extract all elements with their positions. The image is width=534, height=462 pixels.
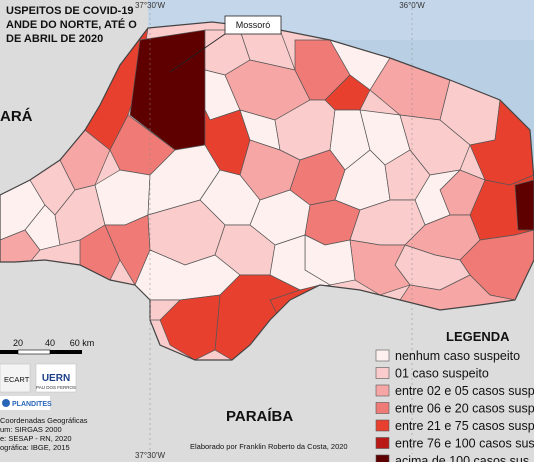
legend-swatch	[375, 437, 390, 449]
logo-uern-text: UERN	[42, 373, 70, 384]
title-line-2: ANDE DO NORTE, ATÉ O	[6, 18, 137, 31]
logo-plandites	[0, 396, 50, 410]
state-label-paraiba: PARAÍBA	[226, 408, 293, 425]
coord-label-left-bottom: 37°30'W	[135, 451, 166, 460]
municipality	[24, 204, 61, 251]
metadata-line: ográfica: IBGE, 2015	[0, 443, 70, 452]
title-line-3: DE ABRIL DE 2020	[6, 33, 103, 45]
title-line-1: USPEITOS DE COVID-19	[6, 5, 134, 17]
legend-title: LEGENDA	[446, 329, 510, 344]
scale-tick: 20	[13, 338, 23, 348]
municipality	[0, 229, 41, 263]
state-label-ceara: ARÁ	[0, 108, 33, 125]
scale-tick: 60 km	[70, 338, 95, 348]
metadata-line: Coordenadas Geográficas	[0, 416, 88, 425]
legend-swatch	[375, 402, 390, 414]
municipality	[349, 239, 411, 296]
outer-land	[0, 0, 148, 195]
legend-swatch	[375, 367, 390, 379]
legend-item: entre 21 e 75 casos susp	[375, 419, 534, 433]
logo-ecart-text: ECART	[4, 375, 30, 384]
legend-item: entre 06 e 20 casos susp	[375, 402, 534, 416]
legend-item: 01 caso suspeito	[375, 367, 489, 381]
legend-swatch	[375, 384, 390, 397]
callout-label: Mossoró	[236, 20, 271, 30]
scale-tick: 40	[45, 338, 55, 348]
metadata-line: um: SIRGAS 2000	[0, 425, 62, 434]
legend-label: nenhum caso suspeito	[395, 349, 520, 363]
plandites-icon	[2, 399, 10, 407]
legend-item: entre 76 e 100 casos sus	[375, 437, 534, 451]
legend-label: entre 02 e 05 casos susp	[395, 384, 534, 398]
callout-leader	[169, 33, 226, 73]
scale-bar-segment	[17, 349, 51, 355]
legend-label: entre 76 e 100 casos sus	[395, 437, 534, 451]
logo-plandites-text: PLANDITES	[12, 401, 52, 408]
legend-swatch	[375, 419, 390, 432]
coord-label-left-top: 37°30'W	[135, 1, 166, 10]
logo-ecart	[0, 363, 31, 393]
legend: LEGENDA nenhum caso suspeito 01 caso susp…	[375, 329, 534, 462]
legend-swatch	[375, 349, 390, 362]
legend-swatch	[375, 454, 390, 462]
rn-outline	[0, 21, 534, 361]
municipality	[79, 224, 121, 281]
outer-land-south	[0, 260, 534, 462]
callout-box	[224, 15, 282, 35]
metadata-line: e: SESAP - RN, 2020	[0, 434, 72, 443]
municipality-natal	[514, 179, 534, 231]
coord-label-right-top: 36°0'W	[399, 1, 425, 10]
municipality	[384, 149, 431, 201]
scale-bar-segment	[50, 350, 82, 354]
logo-uern	[35, 363, 77, 393]
credit: Elaborado por Franklin Roberto da Costa,…	[190, 442, 348, 451]
legend-item: nenhum caso suspeito	[375, 349, 520, 363]
legend-label: entre 21 e 75 casos susp	[395, 419, 534, 433]
legend-item: entre 02 e 05 casos susp	[375, 384, 534, 398]
legend-label: 01 caso suspeito	[395, 367, 489, 381]
scale-bar-segment	[0, 350, 18, 354]
logo-uern-sub: PAU DOS FERROS	[36, 385, 76, 390]
legend-label: entre 06 e 20 casos susp	[395, 402, 534, 416]
legend-item: acima de 100 casos sus	[375, 454, 529, 462]
legend-label: acima de 100 casos sus	[395, 454, 529, 462]
